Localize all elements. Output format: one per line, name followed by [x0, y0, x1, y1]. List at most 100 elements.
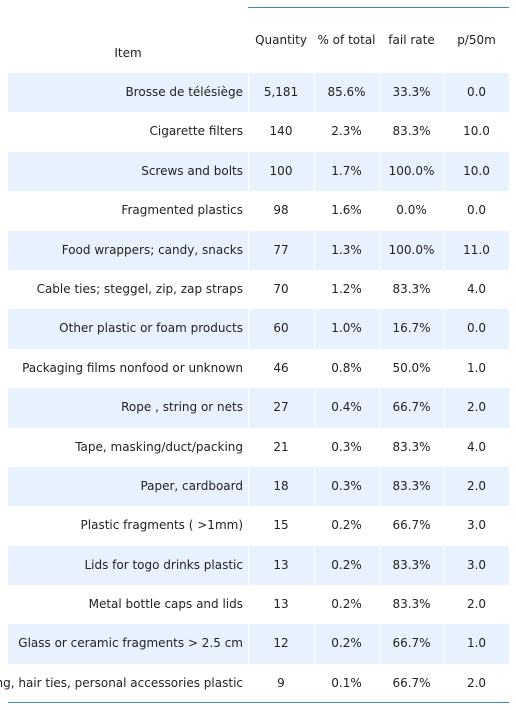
column-divider: [379, 309, 380, 349]
column-divider: [314, 506, 315, 546]
cell-item: Fragmented plastics: [0, 191, 243, 230]
cell-quantity: 27: [273, 400, 289, 415]
cell-item-text: Metal bottle caps and lids: [88, 597, 243, 612]
column-header-percent-total: % of total: [317, 33, 376, 47]
column-divider: [444, 624, 445, 664]
table-row: Packaging films nonfood or unknown 46 0.8%…: [8, 348, 509, 389]
column-divider: [314, 663, 315, 704]
cell-item: Brosse de télésiège: [0, 73, 243, 112]
cell-fail-rate: 50.0%: [392, 360, 431, 375]
cell-item: Rope , string or nets: [0, 388, 243, 427]
column-divider: [248, 73, 249, 113]
column-divider: [248, 663, 249, 704]
cell-percent-total: 1.0%: [331, 321, 362, 336]
column-divider: [444, 663, 445, 704]
cell-percent-total: 0.2%: [331, 518, 362, 533]
column-divider: [248, 348, 249, 389]
cell-item-text: Fragmented plastics: [121, 203, 243, 218]
table-row: Brosse de télésiège 5,181 85.6% 33.3% 0.0: [8, 73, 509, 113]
column-divider: [379, 73, 380, 113]
column-divider: [314, 269, 315, 310]
cell-percent-total: 85.6%: [327, 85, 366, 99]
cell-p50m: 4.0: [466, 281, 487, 296]
table-row: Fragmented plastics 98 1.6% 0.0% 0.0: [8, 191, 509, 231]
column-divider: [314, 230, 315, 270]
column-divider: [444, 585, 445, 625]
cell-quantity: 70: [273, 281, 289, 296]
column-divider: [444, 466, 445, 507]
table-row: Cable ties; steggel, zip, zap straps 70 1.…: [8, 269, 509, 310]
cell-fail-rate: 66.7%: [392, 675, 431, 690]
column-divider: [379, 191, 380, 231]
column-divider: [314, 624, 315, 664]
cell-item: Other plastic or foam products: [0, 309, 243, 348]
cell-quantity: 98: [273, 203, 289, 218]
cell-p50m: 10.0: [463, 163, 490, 178]
table-header: Item Quantity % of total fail rate p/50m: [8, 8, 509, 73]
table-row: Tape, masking/duct/packing 21 0.3% 83.3% 4.0: [8, 427, 509, 467]
cell-p50m: 0.0: [466, 321, 487, 336]
column-divider: [379, 506, 380, 546]
cell-item: Metal bottle caps and lids: [0, 585, 243, 624]
column-divider: [379, 388, 380, 428]
cell-item-text: Clothing, hair ties, personal accessorie…: [0, 675, 243, 690]
column-divider: [248, 309, 249, 349]
cell-percent-total: 2.3%: [331, 124, 362, 139]
column-divider: [314, 466, 315, 507]
cell-quantity: 100: [269, 163, 293, 178]
column-divider: [379, 624, 380, 664]
cell-percent-total: 0.8%: [331, 360, 362, 375]
column-header-quantity: Quantity: [255, 33, 307, 47]
cell-item: Food wrappers; candy, snacks: [0, 231, 243, 270]
column-divider: [444, 427, 445, 467]
cell-item-text: Brosse de télésiège: [125, 85, 243, 99]
cell-fail-rate: 83.3%: [392, 439, 431, 454]
cell-p50m: 2.0: [466, 400, 487, 415]
column-divider: [379, 545, 380, 586]
cell-item: Cable ties; steggel, zip, zap straps: [0, 270, 243, 309]
cell-fail-rate: 66.7%: [392, 400, 431, 415]
cell-percent-total: 0.2%: [331, 557, 362, 572]
cell-percent-total: 0.3%: [331, 478, 362, 493]
cell-item-text: Food wrappers; candy, snacks: [61, 242, 243, 257]
column-divider: [444, 309, 445, 349]
column-divider: [248, 624, 249, 664]
cell-item-text: Rope , string or nets: [121, 400, 243, 415]
cell-quantity: 5,181: [263, 85, 299, 99]
cell-percent-total: 0.3%: [331, 439, 362, 454]
column-divider: [379, 230, 380, 270]
column-divider: [248, 112, 249, 152]
cell-item-text: Screws and bolts: [141, 163, 243, 178]
cell-p50m: 0.0: [466, 203, 487, 218]
cell-percent-total: 0.2%: [331, 597, 362, 612]
cell-fail-rate: 100.0%: [388, 242, 435, 257]
cell-percent-total: 0.1%: [331, 675, 362, 690]
column-divider: [248, 427, 249, 467]
column-divider: [379, 466, 380, 507]
table-row: Paper, cardboard 18 0.3% 83.3% 2.0: [8, 466, 509, 507]
column-divider: [379, 585, 380, 625]
cell-item-text: Glass or ceramic fragments > 2.5 cm: [18, 636, 243, 651]
cell-percent-total: 0.2%: [331, 636, 362, 651]
table-body: Brosse de télésiège 5,181 85.6% 33.3% 0.0 Cig…: [0, 73, 509, 704]
column-divider: [379, 427, 380, 467]
column-divider: [314, 388, 315, 428]
table-row: Plastic fragments ( >1mm) 15 0.2% 66.7% 3.0: [8, 506, 509, 546]
table-row: Clothing, hair ties, personal accessorie…: [0, 663, 509, 704]
cell-item-text: Cable ties; steggel, zip, zap straps: [36, 281, 243, 296]
cell-item: Paper, cardboard: [0, 467, 243, 506]
column-divider: [248, 269, 249, 310]
cell-p50m: 4.0: [466, 439, 487, 454]
table-row: Other plastic or foam products 60 1.0% 16.7…: [8, 309, 509, 349]
cell-fail-rate: 83.3%: [392, 478, 431, 493]
cell-p50m: 1.0: [466, 636, 487, 651]
cell-p50m: 2.0: [466, 478, 487, 493]
cell-p50m: 2.0: [466, 675, 487, 690]
column-divider: [444, 151, 445, 192]
column-divider: [444, 112, 445, 152]
table-bottom-rule: [8, 702, 509, 703]
cell-percent-total: 1.6%: [331, 203, 362, 218]
table-row: Screws and bolts 100 1.7% 100.0% 10.0: [8, 151, 509, 192]
cell-quantity: 12: [273, 636, 289, 651]
cell-item-text: Tape, masking/duct/packing: [75, 439, 243, 454]
